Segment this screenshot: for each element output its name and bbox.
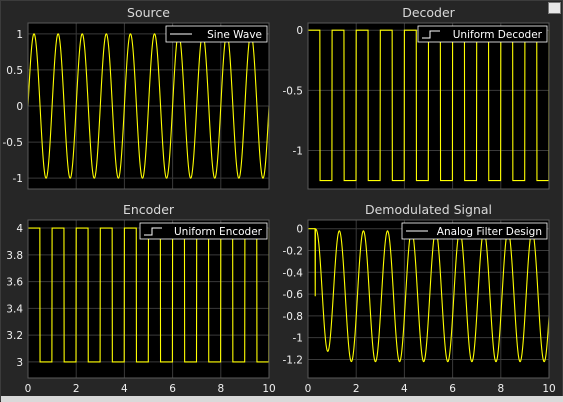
decoder-ytick-label: 0 (296, 25, 303, 37)
encoder-xtick-label: 2 (73, 383, 80, 395)
demodulated-signal-ytick-label: -0.2 (283, 246, 304, 258)
decoder-series-line (308, 29, 550, 182)
decoder-ytick-label: -1 (293, 146, 303, 158)
encoder-ytick-label: 4 (16, 223, 23, 235)
encoder-legend-label: Uniform Encoder (174, 226, 263, 238)
demodulated-signal-xtick-label: 0 (305, 383, 312, 395)
demodulated-signal-plot-area (308, 220, 549, 378)
decoder-legend-label: Uniform Decoder (453, 29, 543, 41)
decoder-title: Decoder (402, 5, 455, 20)
source-legend (165, 25, 268, 43)
demodulated-signal-legend (401, 222, 548, 240)
encoder-ytick-label: 3.4 (6, 303, 23, 315)
encoder-legend (139, 222, 268, 240)
demodulated-signal-xtick-label: 6 (449, 383, 456, 395)
encoder-ytick-label: 3.6 (6, 277, 23, 289)
source-ytick-label: 1 (16, 29, 23, 41)
demodulated-signal-legend-label: Analog Filter Design (437, 226, 542, 238)
demodulated-signal-ytick-label: 0 (296, 224, 303, 236)
source-title: Source (127, 5, 170, 20)
demodulated-signal-axes-border (307, 219, 550, 379)
source-ytick-label: 0 (16, 101, 23, 113)
encoder-ytick-label: 3.2 (6, 330, 23, 342)
encoder-series-line (28, 227, 270, 363)
encoder-xtick-label: 0 (25, 383, 32, 395)
demodulated-signal-ytick-label: -1.2 (283, 354, 304, 366)
demodulated-signal-title: Demodulated Signal (365, 202, 492, 217)
decoder-legend-step-icon (422, 30, 440, 39)
status-strip (1, 396, 563, 402)
encoder-axes-border (27, 219, 270, 379)
decoder-axes-border (307, 22, 550, 190)
decoder-legend (417, 25, 548, 43)
source-axes-border (27, 22, 270, 190)
encoder-title: Encoder (123, 202, 175, 217)
demodulated-signal-ytick-label: -0.8 (283, 311, 304, 323)
encoder-ytick-label: 3.8 (6, 250, 23, 262)
demodulated-signal-ytick-label: -0.6 (283, 289, 304, 301)
encoder-xtick-label: 6 (169, 383, 176, 395)
source-ytick-label: 0.5 (6, 65, 23, 77)
demodulated-signal-xtick-label: 8 (497, 383, 504, 395)
source-series-line (27, 33, 270, 179)
encoder-legend-step-icon (144, 227, 162, 236)
encoder-xtick-label: 4 (121, 383, 128, 395)
demodulated-signal-xtick-label: 4 (401, 383, 408, 395)
encoder-xtick-label: 10 (262, 383, 275, 395)
demodulated-signal-ytick-label: -1 (293, 333, 303, 345)
demodulated-signal-ytick-label: -0.4 (283, 267, 304, 279)
source-legend-label: Sine Wave (207, 29, 262, 41)
undock-icon[interactable] (548, 2, 561, 14)
decoder-ytick-label: -0.5 (283, 85, 304, 97)
source-ytick-label: -1 (13, 173, 23, 185)
demodulated-signal-xtick-label: 10 (542, 383, 555, 395)
encoder-ytick-label: 3 (16, 357, 23, 369)
encoder-xtick-label: 8 (217, 383, 224, 395)
demodulated-signal-xtick-label: 2 (353, 383, 360, 395)
source-ytick-label: -0.5 (3, 137, 24, 149)
